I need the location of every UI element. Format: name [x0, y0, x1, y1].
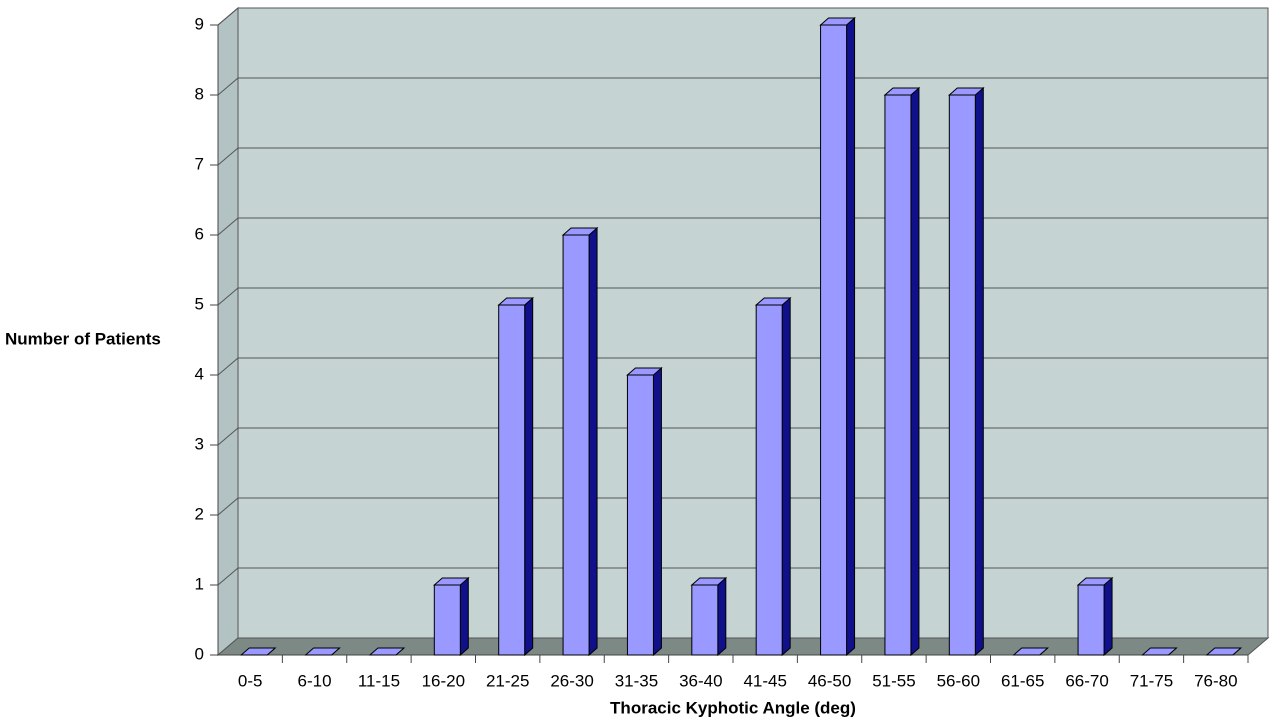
bar-side: [910, 86, 920, 657]
y-tick-label: 2: [195, 504, 204, 523]
y-tick-label: 0: [195, 644, 204, 663]
bar-side: [459, 576, 469, 657]
x-tick-label: 26-30: [550, 671, 593, 690]
bar-side: [781, 296, 791, 657]
bar-front: [755, 304, 783, 656]
x-tick-label: 41-45: [743, 671, 786, 690]
bar: [497, 296, 535, 657]
x-tick-label: 6-10: [298, 671, 332, 690]
bar-top: [304, 647, 341, 656]
bar-top: [1141, 647, 1178, 656]
bar-front: [948, 94, 976, 656]
y-tick-label: 9: [195, 14, 204, 33]
bar: [368, 647, 406, 656]
grid-line: [217, 427, 1268, 446]
back-wall: [237, 7, 1269, 639]
bar: [432, 576, 470, 657]
bar-side: [846, 16, 856, 657]
y-tick-label: 1: [195, 574, 204, 593]
bar: [626, 366, 663, 657]
bar: [561, 226, 599, 657]
bar-front: [562, 234, 590, 656]
side-wall: [217, 6, 239, 657]
bar: [1076, 576, 1114, 657]
x-tick-label: 46-50: [808, 671, 851, 690]
bar-front: [498, 304, 526, 656]
bar-front: [884, 94, 912, 656]
y-tick-label: 7: [195, 154, 204, 173]
bar-front: [691, 584, 719, 656]
bar: [239, 647, 277, 656]
grid-line: [217, 7, 1268, 26]
x-tick-label: 21-25: [486, 671, 529, 690]
bar-side: [524, 296, 534, 657]
bar: [1205, 647, 1243, 656]
x-tick-label: 36-40: [679, 671, 722, 690]
x-tick-label: 51-55: [872, 671, 915, 690]
bar-top: [1205, 647, 1243, 656]
bar-front: [433, 584, 461, 656]
bar-front: [820, 24, 848, 656]
bar: [819, 16, 856, 657]
bar-top: [368, 647, 406, 656]
x-tick-label: 0-5: [238, 671, 263, 690]
bar: [304, 647, 341, 656]
x-tick-label: 76-80: [1194, 671, 1237, 690]
x-tick-label: 16-20: [422, 671, 465, 690]
y-tick-label: 5: [195, 294, 204, 313]
y-tick-label: 8: [195, 84, 204, 103]
bar: [754, 296, 792, 657]
x-axis-title: Thoracic Kyphotic Angle (deg): [610, 698, 856, 717]
bar-front: [626, 374, 654, 656]
x-tick-label: 31-35: [615, 671, 658, 690]
x-tick-label: 66-70: [1065, 671, 1108, 690]
y-tick-label: 4: [195, 364, 204, 383]
bar: [1141, 647, 1178, 656]
grid-line: [217, 217, 1268, 236]
grid-line: [217, 567, 1268, 586]
y-axis-title: Number of Patients: [5, 329, 161, 348]
bar-side: [652, 366, 662, 657]
y-tick-label: 3: [195, 434, 204, 453]
grid-line: [217, 497, 1268, 516]
bar: [947, 86, 985, 657]
bar-top: [239, 647, 277, 656]
bar-side: [1103, 576, 1113, 657]
grid-line: [217, 147, 1268, 166]
grid-line: [217, 77, 1268, 96]
y-tick-label: 6: [195, 224, 204, 243]
bar-front: [1077, 584, 1105, 656]
x-tick-label: 61-65: [1001, 671, 1044, 690]
grid-line: [217, 357, 1268, 376]
bar: [1012, 647, 1050, 656]
bar: [883, 86, 921, 657]
x-tick-label: 56-60: [937, 671, 980, 690]
bar-side: [717, 576, 727, 657]
x-tick-label: 11-15: [358, 671, 400, 690]
bar-top: [1012, 647, 1050, 656]
bar: [690, 576, 728, 657]
x-tick-label: 71-75: [1130, 671, 1173, 690]
bar-side: [974, 86, 984, 657]
bar-side: [588, 226, 598, 657]
grid-line: [217, 287, 1268, 306]
